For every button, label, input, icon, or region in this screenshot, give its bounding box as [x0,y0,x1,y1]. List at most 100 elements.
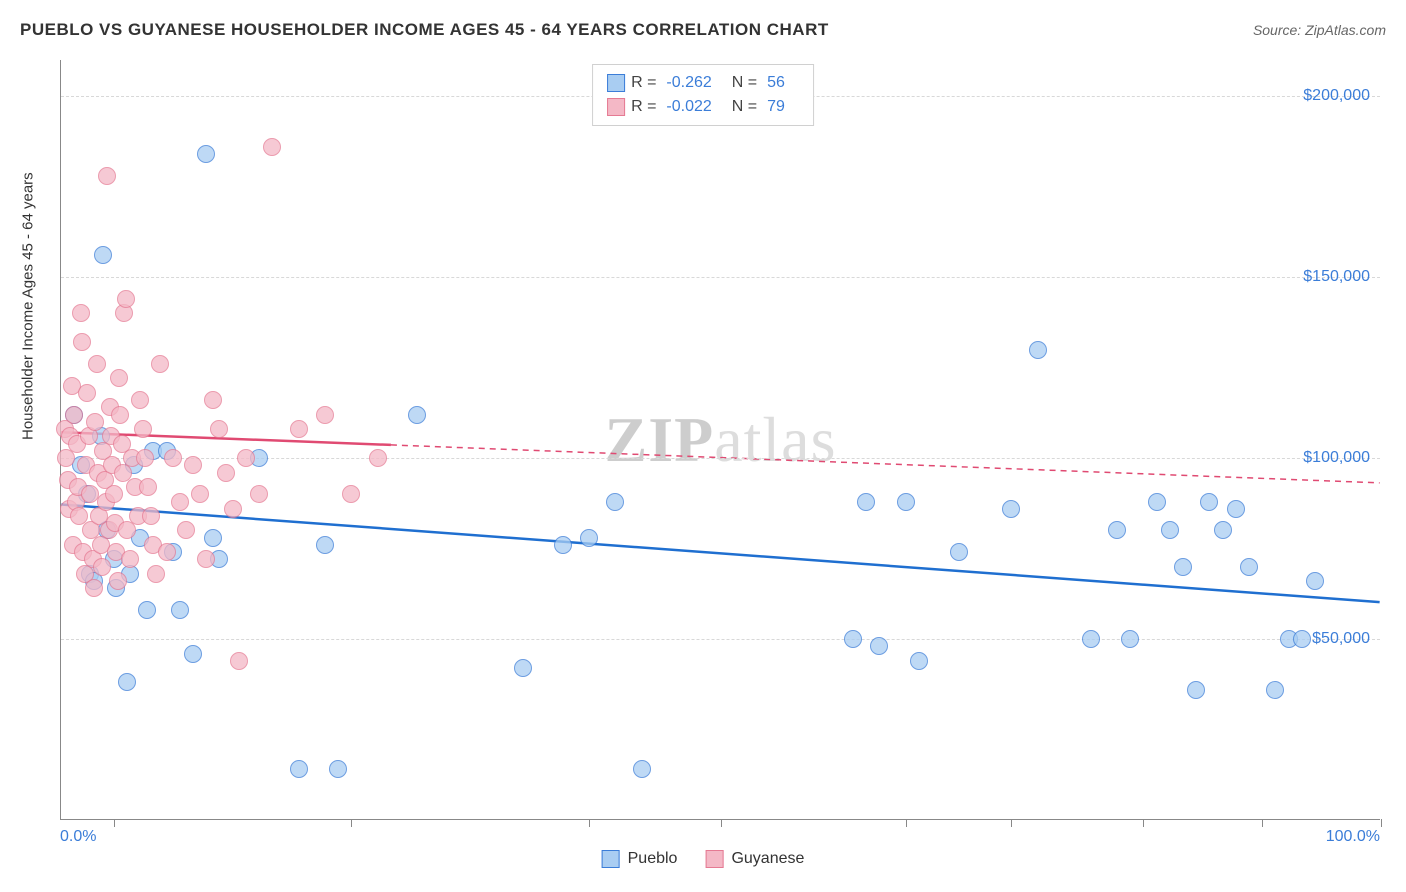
data-point-guyanese [230,652,248,670]
x-tick [1381,819,1382,827]
data-point-guyanese [250,485,268,503]
data-point-guyanese [224,500,242,518]
data-point-guyanese [111,406,129,424]
data-point-pueblo [1161,521,1179,539]
legend-r-value-guyanese: -0.022 [666,98,711,116]
data-point-guyanese [88,355,106,373]
data-point-pueblo [197,145,215,163]
legend-label-guyanese: Guyanese [731,850,804,868]
data-point-pueblo [1029,341,1047,359]
data-point-pueblo [138,601,156,619]
data-point-pueblo [857,493,875,511]
data-point-pueblo [1187,681,1205,699]
data-point-guyanese [164,449,182,467]
data-point-guyanese [158,543,176,561]
data-point-guyanese [147,565,165,583]
data-point-pueblo [1266,681,1284,699]
data-point-guyanese [131,391,149,409]
data-point-pueblo [870,637,888,655]
data-point-pueblo [1174,558,1192,576]
y-axis-title: Householder Income Ages 45 - 64 years [20,172,37,440]
data-point-pueblo [1214,521,1232,539]
data-point-pueblo [94,246,112,264]
legend-item-pueblo: Pueblo [602,850,678,868]
data-point-guyanese [197,550,215,568]
data-point-guyanese [369,449,387,467]
data-point-guyanese [237,449,255,467]
x-tick [721,819,722,827]
data-point-guyanese [105,485,123,503]
data-point-pueblo [1108,521,1126,539]
legend-swatch-pueblo [607,74,625,92]
data-point-pueblo [290,760,308,778]
watermark: ZIPatlas [605,403,837,477]
data-point-pueblo [633,760,651,778]
legend-r-label-2: R = [631,98,656,116]
data-point-guyanese [151,355,169,373]
data-point-guyanese [263,138,281,156]
legend-r-value-pueblo: -0.262 [666,74,711,92]
data-point-guyanese [342,485,360,503]
legend-top: R = -0.262 N = 56 R = -0.022 N = 79 [592,64,814,126]
data-point-guyanese [121,550,139,568]
data-point-guyanese [136,449,154,467]
data-point-guyanese [210,420,228,438]
x-tick [351,819,352,827]
legend-item-guyanese: Guyanese [705,850,804,868]
legend-row-guyanese: R = -0.022 N = 79 [607,95,799,119]
data-point-pueblo [1200,493,1218,511]
watermark-rest: atlas [714,404,836,475]
data-point-pueblo [118,673,136,691]
y-tick-label: $150,000 [1303,268,1370,286]
data-point-pueblo [184,645,202,663]
y-tick-label: $200,000 [1303,87,1370,105]
data-point-pueblo [329,760,347,778]
data-point-guyanese [191,485,209,503]
data-point-guyanese [139,478,157,496]
data-point-guyanese [117,290,135,308]
legend-n-label-2: N = [732,98,757,116]
data-point-pueblo [408,406,426,424]
data-point-guyanese [72,304,90,322]
data-point-pueblo [897,493,915,511]
grid-line [61,277,1380,278]
data-point-guyanese [109,572,127,590]
data-point-pueblo [910,652,928,670]
data-point-pueblo [1293,630,1311,648]
data-point-guyanese [134,420,152,438]
data-point-guyanese [65,406,83,424]
data-point-pueblo [514,659,532,677]
data-point-guyanese [204,391,222,409]
chart-title: PUEBLO VS GUYANESE HOUSEHOLDER INCOME AG… [20,20,829,40]
legend-n-value-pueblo: 56 [767,74,785,92]
data-point-guyanese [217,464,235,482]
data-point-pueblo [316,536,334,554]
legend-n-label: N = [732,74,757,92]
plot-area: ZIPatlas $50,000$100,000$150,000$200,000 [60,60,1380,820]
data-point-guyanese [93,558,111,576]
x-tick [589,819,590,827]
x-tick [1262,819,1263,827]
trend-line-dashed-guyanese [391,445,1380,483]
trend-lines-svg [61,60,1380,819]
x-tick [906,819,907,827]
legend-swatch-pueblo-b [602,850,620,868]
data-point-guyanese [316,406,334,424]
legend-swatch-guyanese [607,98,625,116]
data-point-pueblo [844,630,862,648]
data-point-pueblo [1148,493,1166,511]
data-point-pueblo [950,543,968,561]
data-point-guyanese [78,384,96,402]
data-point-guyanese [73,333,91,351]
grid-line [61,639,1380,640]
x-axis-max: 100.0% [1326,828,1380,846]
data-point-guyanese [110,369,128,387]
x-tick [1143,819,1144,827]
x-axis-min: 0.0% [60,828,96,846]
data-point-pueblo [1306,572,1324,590]
data-point-guyanese [98,167,116,185]
data-point-guyanese [184,456,202,474]
source-label: Source: ZipAtlas.com [1253,22,1386,38]
data-point-guyanese [171,493,189,511]
data-point-pueblo [1002,500,1020,518]
